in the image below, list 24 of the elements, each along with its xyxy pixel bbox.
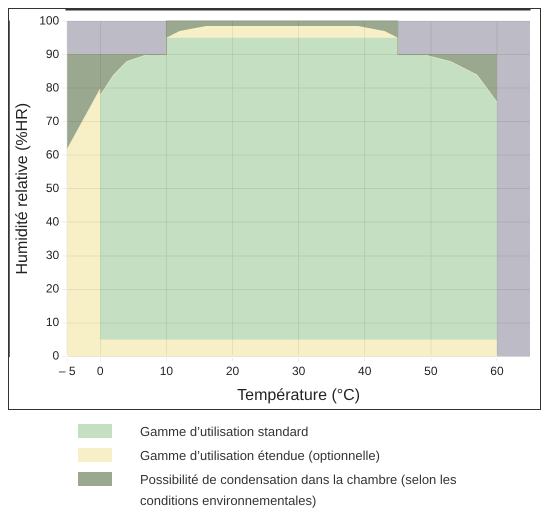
- x-tick-label: 50: [424, 364, 438, 378]
- legend-label: Gamme d’utilisation standard: [140, 423, 310, 441]
- y-tick-label: 90: [46, 46, 60, 61]
- legend-label: Possibilité de condensation dans la chambre (selon les conditions environnementales): [140, 471, 458, 510]
- x-tick-label: – 5: [58, 364, 76, 378]
- x-axis-title: Température (°C): [237, 386, 360, 404]
- x-tick-label: 20: [226, 364, 240, 378]
- legend-label: Gamme d’utilisation étendue (optionnelle): [140, 447, 381, 465]
- y-tick-label: 80: [46, 80, 60, 94]
- y-tick-label: 10: [46, 315, 60, 330]
- y-tick-label: 60: [46, 147, 60, 162]
- x-tick-label: 60: [490, 364, 504, 378]
- x-tick-label: 0: [96, 364, 104, 378]
- x-tick-label: 30: [292, 364, 306, 378]
- y-tick-label: 70: [46, 114, 60, 128]
- y-axis-title: Humidité relative (%HR): [14, 102, 32, 274]
- y-tick-label: 0: [52, 348, 60, 363]
- y-tick-label: 40: [46, 214, 60, 229]
- x-tick-label: 10: [160, 364, 174, 378]
- y-tick-label: 30: [46, 248, 60, 262]
- y-tick-label: 50: [46, 181, 60, 196]
- x-tick-label: 40: [358, 364, 372, 378]
- y-tick-label: 20: [46, 282, 60, 296]
- y-tick-label: 100: [39, 13, 60, 28]
